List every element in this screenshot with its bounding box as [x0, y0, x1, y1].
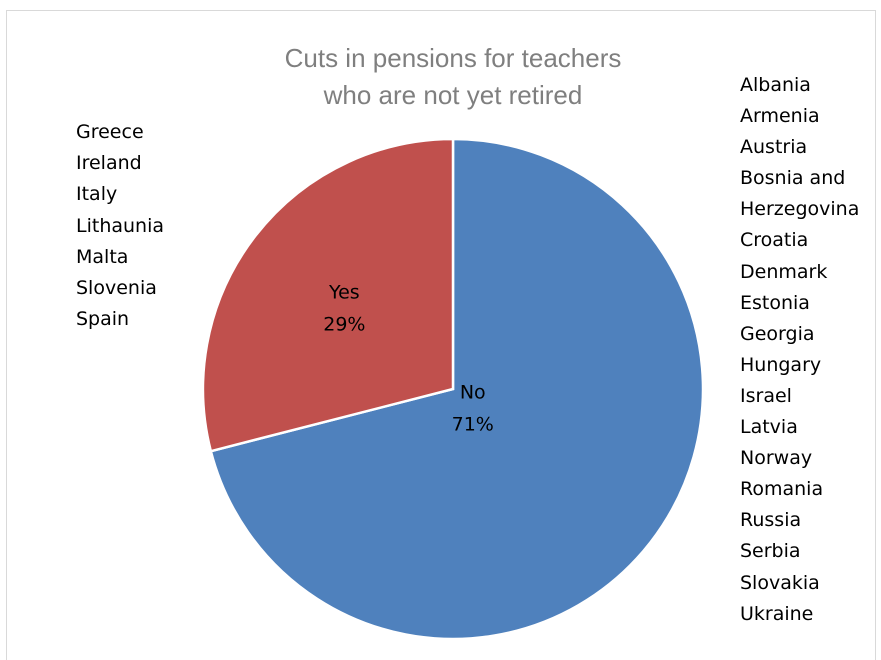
yes-country: Italy: [76, 183, 118, 206]
no-country: Slovakia: [740, 571, 820, 594]
no-country: Croatia: [740, 229, 809, 252]
no-country: Romania: [740, 478, 824, 501]
no-country: Armenia: [740, 105, 820, 128]
yes-slice-percent: 29%: [323, 314, 365, 336]
no-slice-category: No: [460, 381, 486, 403]
chart-title-line-2: who are not yet retired: [323, 80, 583, 110]
no-country: Serbia: [740, 540, 801, 563]
no-country: Norway: [740, 447, 813, 470]
yes-countries-list: Greece Ireland Italy Lithaunia Malta Slovenia…: [76, 117, 164, 335]
pie-slice-yes: [201, 137, 455, 453]
chart-frame: [6, 10, 876, 660]
no-country: Israel: [740, 384, 792, 407]
no-country: Denmark: [740, 260, 828, 283]
yes-slice-category: Yes: [328, 282, 360, 304]
no-country: Ukraine: [740, 602, 814, 625]
no-country: Hungary: [740, 353, 822, 376]
chart-title-line-1: Cuts in pensions for teachers: [284, 43, 622, 73]
no-country: Albania: [740, 74, 811, 96]
no-countries-list: Albania Armenia Austria Bosnia and Herzegovi…: [740, 70, 859, 630]
no-country: Herzegovina: [740, 198, 860, 221]
no-country: Georgia: [740, 322, 815, 345]
yes-country: Greece: [76, 121, 144, 143]
chart-title: Cuts in pensions for teachers who are no…: [203, 40, 703, 114]
yes-country: Malta: [76, 245, 129, 268]
no-country: Russia: [740, 509, 802, 532]
no-country: Estonia: [740, 291, 810, 314]
yes-slice-label: Yes 29%: [323, 282, 365, 336]
no-slice-label: No 71%: [452, 381, 494, 435]
yes-country: Slovenia: [76, 277, 157, 300]
no-country: Bosnia and: [740, 167, 846, 190]
yes-country: Lithaunia: [76, 214, 165, 237]
no-slice-percent: 71%: [452, 413, 494, 435]
yes-country: Spain: [76, 308, 130, 331]
yes-country: Ireland: [76, 152, 142, 175]
no-country: Latvia: [740, 416, 798, 439]
pie-slice-no: [209, 137, 705, 641]
no-country: Austria: [740, 136, 808, 159]
